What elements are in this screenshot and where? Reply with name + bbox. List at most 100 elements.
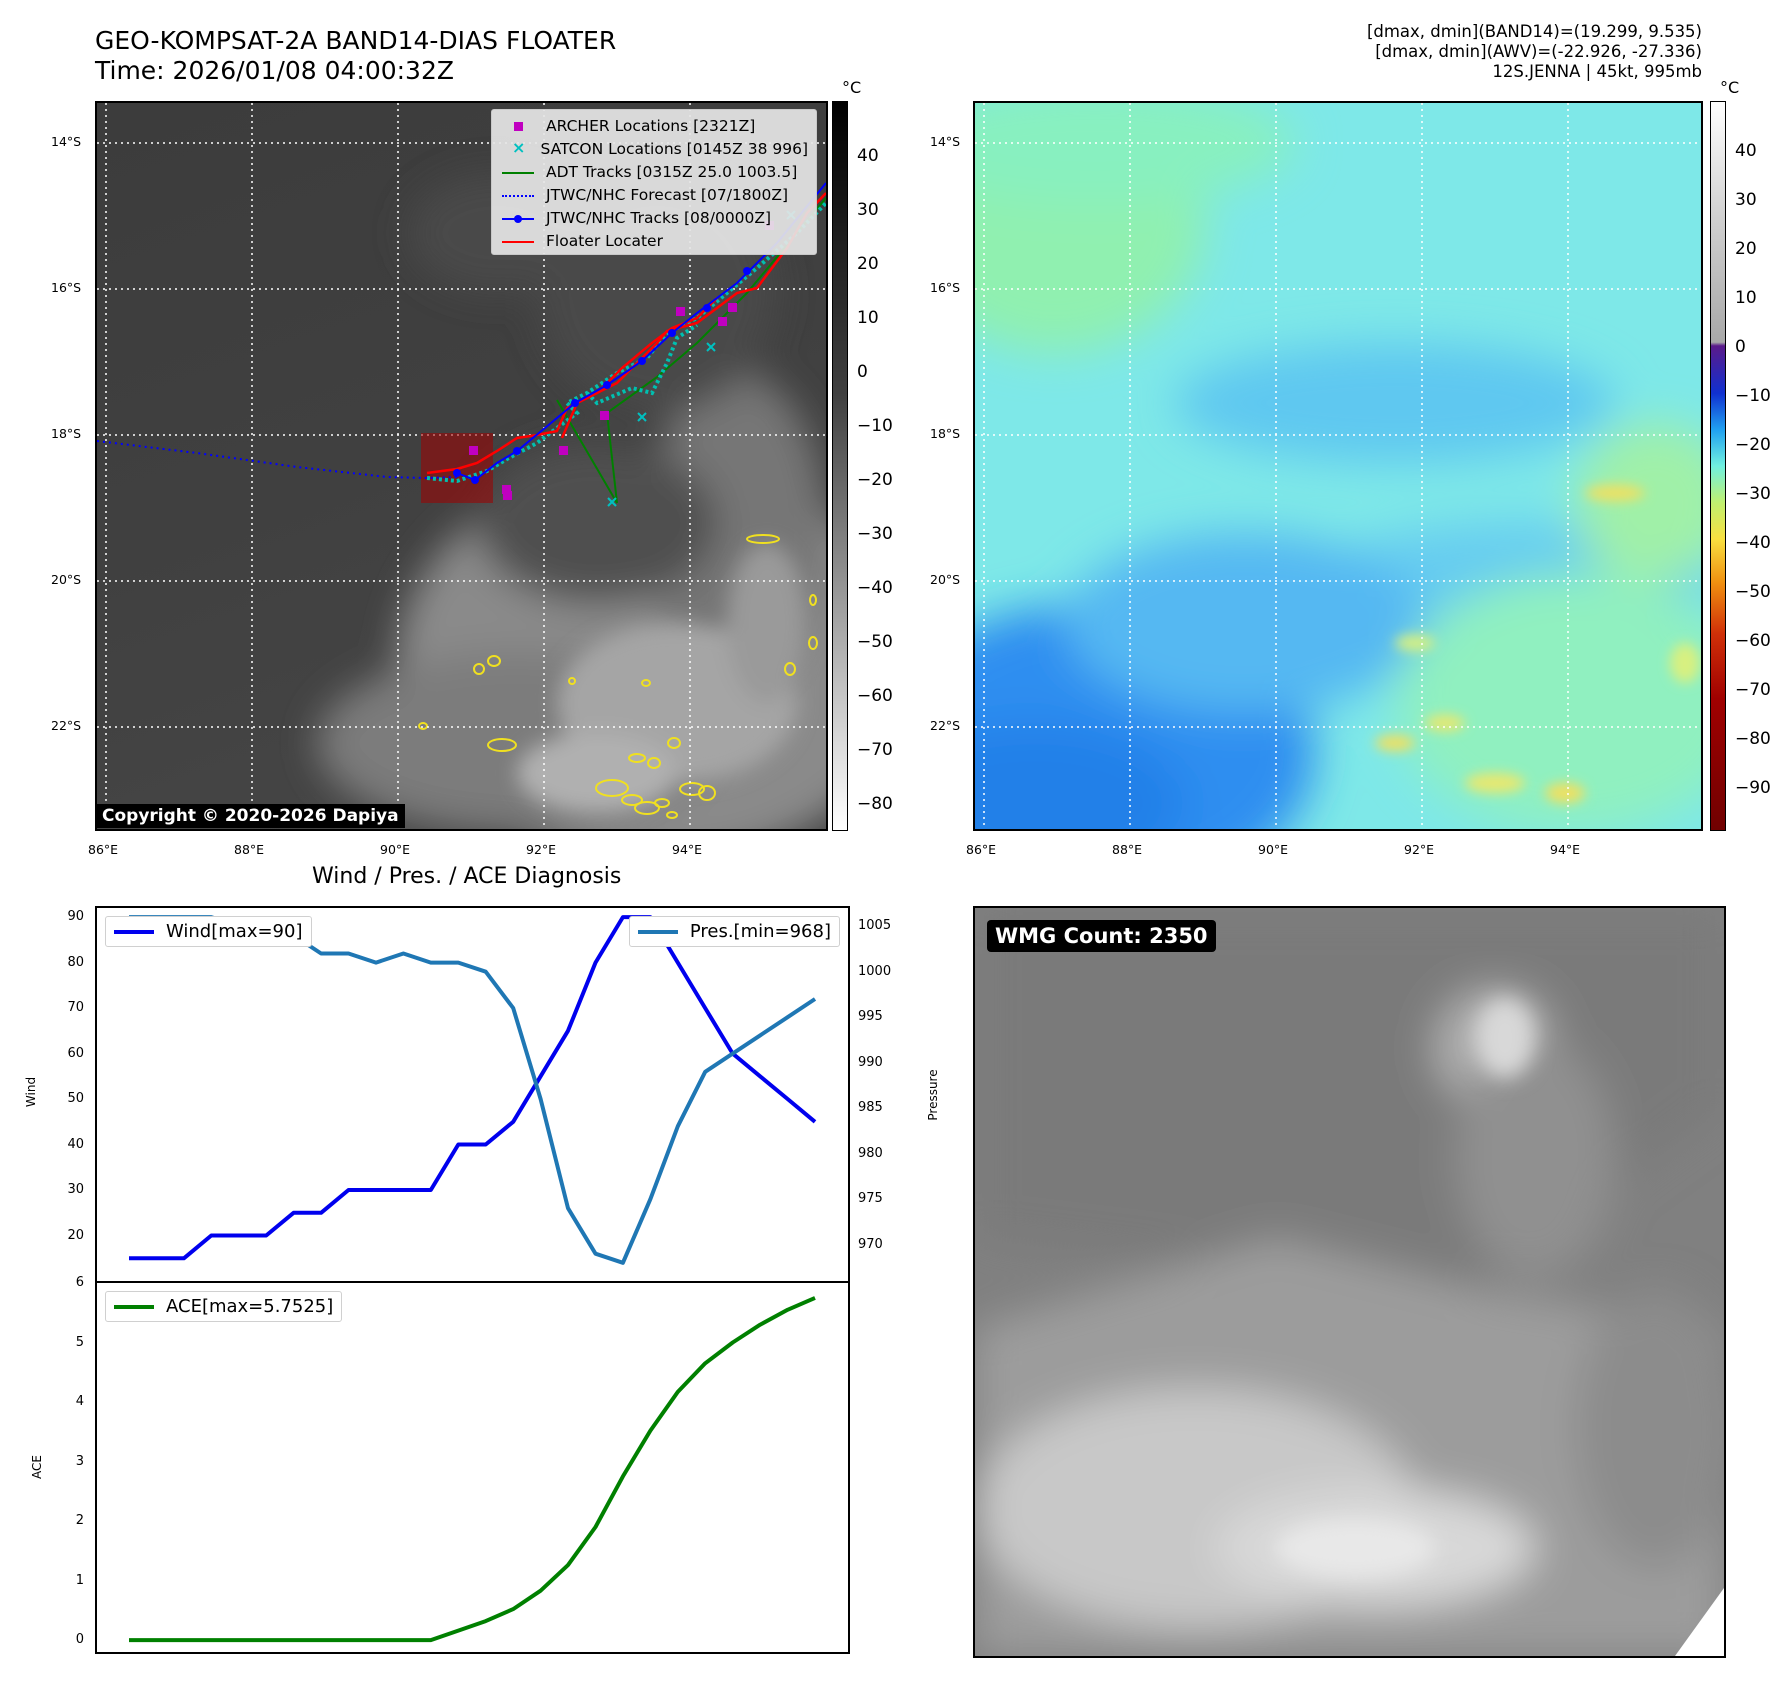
ace-tick: 5 [75, 1334, 84, 1350]
wind-tick: 80 [67, 954, 84, 970]
ir-lon-94: 94°E [672, 842, 703, 857]
ace-tick: 4 [75, 1394, 84, 1409]
pressure-legend: Pres.[min=968] [628, 916, 840, 947]
ir-tick: −50 [857, 632, 893, 652]
ir-lon-92: 92°E [526, 842, 557, 857]
diagnosis-title: Wind / Pres. / ACE Diagnosis [312, 864, 622, 889]
wind-tick: 20 [67, 1227, 84, 1243]
cold-cloud-contours [418, 534, 818, 819]
wv-tick: −60 [1735, 631, 1771, 651]
ir-colorbar [832, 101, 848, 831]
legend-adt: ADT Tracks [0315Z 25.0 1003.5] [500, 160, 808, 183]
satcon-track [426, 201, 826, 484]
wind-tick: 60 [67, 1045, 84, 1061]
wv-tick: 10 [1735, 288, 1757, 308]
wind-tick: 50 [67, 1091, 84, 1106]
wv-lat-14: 14°S [930, 134, 961, 149]
ir-tick: 10 [857, 308, 879, 328]
wv-tick: −10 [1735, 386, 1771, 406]
wv-tick: 20 [1735, 239, 1757, 259]
title-line-2: Time: 2026/01/08 04:00:32Z [95, 56, 454, 85]
ir-tick: −10 [857, 416, 893, 436]
wv-colorbar [1710, 101, 1726, 831]
ir-lat-20: 20°S [51, 572, 82, 587]
wv-tick: −70 [1735, 680, 1771, 700]
ir-lat-16: 16°S [51, 280, 82, 295]
ace-panel: ACE[max=5.7525] [95, 1281, 850, 1654]
wv-tick: −20 [1735, 435, 1771, 455]
ir-tick: −30 [857, 524, 893, 544]
wind-pres-panel: Wind[max=90] Pres.[min=968] [95, 906, 850, 1283]
ir-tick: −80 [857, 794, 893, 814]
awv-range: [dmax, dmin](AWV)=(-22.926, -27.336) [1375, 42, 1702, 61]
wmg-svg [975, 908, 1724, 1656]
legend-jtwc-tracks: JTWC/NHC Tracks [08/0000Z] [500, 206, 808, 229]
wv-tick: −50 [1735, 582, 1771, 602]
wmg-panel: WMG Count: 2350 [973, 906, 1726, 1658]
ir-tick: −20 [857, 470, 893, 490]
wv-tick: 40 [1735, 141, 1757, 161]
wind-legend: Wind[max=90] [105, 916, 312, 947]
ir-tick: 40 [857, 146, 879, 166]
ir-tick: 20 [857, 254, 879, 274]
wmg-count-badge: WMG Count: 2350 [987, 920, 1216, 952]
ace-tick: 1 [75, 1572, 84, 1588]
ir-tick: 0 [857, 362, 868, 382]
ir-colorbar-unit: °C [842, 78, 862, 97]
wv-tick: 0 [1735, 337, 1746, 357]
jtwc-track-points [453, 267, 751, 484]
ace-tick: 2 [75, 1513, 84, 1529]
figure-title: GEO-KOMPSAT-2A BAND14-DIAS FLOATER Time:… [95, 26, 616, 86]
ir-lat-18: 18°S [51, 426, 82, 441]
ir-tick: −40 [857, 578, 893, 598]
ace-svg [129, 1296, 816, 1643]
wv-map-panel [973, 101, 1703, 831]
wv-lat-20: 20°S [930, 572, 961, 587]
ir-tick: 30 [857, 200, 879, 220]
copyright-label: Copyright © 2020-2026 Dapiya [97, 804, 405, 828]
wv-lat-16: 16°S [930, 280, 961, 295]
ir-tick: −70 [857, 740, 893, 760]
legend-floater: Floater Locater [500, 229, 808, 252]
legend-archer: ARCHER Locations [2321Z] [500, 114, 808, 137]
wv-tick: −40 [1735, 533, 1771, 553]
wv-map-svg [975, 103, 1701, 829]
legend-jtwc-forecast: JTWC/NHC Forecast [07/1800Z] [500, 183, 808, 206]
pressure-tick: 985 [858, 1100, 883, 1116]
ace-tick: 6 [75, 1275, 84, 1290]
floater-locater-line [426, 192, 826, 475]
wind-tick: 30 [67, 1182, 84, 1197]
pressure-tick: 980 [858, 1145, 883, 1161]
wv-colorbar-unit: °C [1720, 78, 1740, 97]
figure-subtitle-right: [dmax, dmin](BAND14)=(19.299, 9.535) [dm… [1367, 22, 1702, 82]
ir-lat-22: 22°S [51, 718, 82, 733]
wind-legend-label: Wind[max=90] [166, 921, 303, 942]
wind-tick: 90 [67, 909, 84, 925]
wv-tick: 30 [1735, 190, 1757, 210]
ace-tick: 3 [75, 1453, 84, 1469]
map-legend: ARCHER Locations [2321Z] × SATCON Locati… [491, 109, 817, 255]
wv-tick: −30 [1735, 484, 1771, 504]
wind-tick: 40 [67, 1136, 84, 1152]
pressure-tick: 975 [858, 1191, 883, 1207]
ace-legend: ACE[max=5.7525] [105, 1291, 343, 1322]
pressure-tick: 995 [858, 1009, 883, 1025]
pressure-legend-label: Pres.[min=968] [689, 921, 831, 942]
wv-tick: −90 [1735, 778, 1771, 798]
ir-lon-90: 90°E [380, 842, 411, 857]
wv-tick: −80 [1735, 729, 1771, 749]
legend-satcon: × SATCON Locations [0145Z 38 996] [512, 137, 808, 158]
ir-lon-86: 86°E [88, 842, 119, 857]
ir-lon-88: 88°E [234, 842, 265, 857]
wv-lat-18: 18°S [930, 426, 961, 441]
wv-lat-22: 22°S [930, 718, 961, 733]
pressure-tick: 970 [858, 1236, 883, 1252]
ace-tick: 0 [75, 1632, 84, 1648]
pressure-tick: 1000 [858, 963, 892, 979]
pressure-tick: 1005 [858, 918, 892, 934]
ace-legend-label: ACE[max=5.7525] [166, 1296, 334, 1317]
ir-tick: −60 [857, 686, 893, 706]
wv-map-grid [975, 103, 1701, 829]
wv-lon-88: 88°E [1112, 842, 1143, 857]
ace-series-line [129, 1296, 816, 1643]
